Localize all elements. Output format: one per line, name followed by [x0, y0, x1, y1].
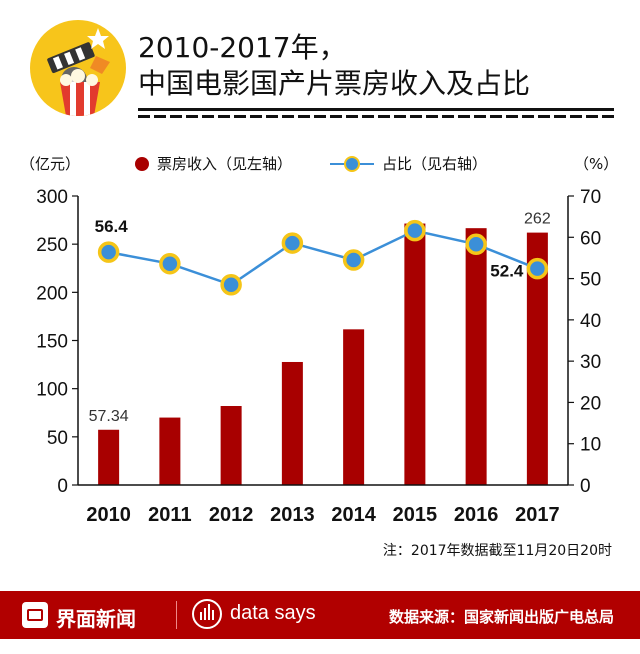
jiemian-logo-icon	[22, 602, 48, 628]
left-tick-label: 0	[57, 476, 68, 497]
left-tick-label: 200	[36, 283, 68, 304]
bar-2013	[281, 361, 303, 485]
legend-bar-swatch	[135, 156, 149, 171]
legend: 票房收入（见左轴） 占比（见右轴）	[0, 150, 640, 176]
x-tick-label-2015: 2015	[393, 504, 438, 526]
share-point-2017	[526, 257, 549, 280]
chart-title: 2010-2017年， 中国电影国产片票房收入及占比	[138, 30, 530, 102]
share-point-2014	[342, 249, 365, 271]
bar-data-label-2010: 57.34	[89, 408, 129, 425]
bar-2017	[526, 232, 548, 485]
share-point-2013	[281, 232, 304, 254]
right-tick-label: 10	[580, 435, 601, 456]
right-tick-label: 40	[580, 311, 601, 332]
line-series	[97, 219, 549, 296]
bar-data-label-2017: 262	[524, 211, 551, 228]
share-point-2016	[465, 233, 487, 256]
data-source: 数据来源：国家新闻出版广电总局	[388, 608, 614, 626]
title-line-2: 中国电影国产片票房收入及占比	[138, 67, 531, 100]
bar-series	[98, 223, 548, 485]
left-tick-label: 100	[36, 380, 68, 401]
bar-2010	[98, 429, 120, 485]
footnote: 注：2017年数据截至11月20日20时	[382, 543, 612, 559]
bar-2014	[343, 329, 365, 485]
right-tick-label: 60	[580, 228, 601, 249]
title-rule	[138, 108, 614, 111]
right-tick-label: 70	[580, 187, 601, 208]
bar-2011	[159, 417, 181, 485]
data-says-label: data says	[230, 602, 316, 624]
x-tick-label-2017: 2017	[515, 504, 560, 526]
legend-bar-label: 票房收入（见左轴）	[157, 155, 293, 173]
brand-name: 界面新闻	[56, 607, 136, 631]
data-says-icon	[192, 599, 222, 629]
title-dashed-rule	[138, 115, 614, 118]
legend-line-swatch	[330, 155, 374, 172]
legend-item-line: 占比（见右轴）	[330, 153, 487, 174]
right-tick-label: 30	[580, 352, 601, 373]
bottom-strip	[0, 639, 640, 654]
left-tick-label: 250	[36, 235, 68, 256]
left-tick-label: 50	[47, 428, 68, 449]
right-tick-label: 20	[580, 393, 601, 414]
footer-bar: 界面新闻 data says 数据来源：国家新闻出版广电总局	[0, 591, 640, 639]
x-tick-label-2013: 2013	[270, 504, 315, 526]
x-tick-label-2011: 2011	[148, 504, 191, 526]
line-data-label-2017: 52.4	[490, 262, 524, 281]
x-tick-label-2012: 2012	[209, 504, 254, 526]
right-axis-unit: （%）	[574, 155, 619, 173]
bar-2012	[220, 406, 242, 485]
title-line-1: 2010-2017年，	[138, 31, 347, 64]
bar-2016	[465, 228, 487, 485]
line-data-label-2010: 56.4	[95, 217, 129, 236]
left-tick-label: 300	[36, 187, 68, 208]
x-tick-label-2014: 2014	[331, 504, 376, 526]
right-axis: 0 10 20 30 40 50 60 70	[567, 187, 601, 497]
left-axis: 0 50 100 150 200 250 300	[36, 187, 79, 497]
left-tick-label: 150	[36, 332, 68, 353]
footer-divider	[176, 601, 177, 629]
share-point-2012	[220, 274, 242, 296]
right-tick-label: 0	[580, 476, 591, 497]
x-tick-label-2010: 2010	[86, 504, 131, 526]
left-axis-unit: （亿元）	[20, 155, 81, 173]
legend-line-label: 占比（见右轴）	[382, 155, 488, 173]
share-point-2011	[159, 252, 181, 275]
bar-2015	[404, 223, 426, 485]
header: 2010-2017年， 中国电影国产片票房收入及占比	[0, 0, 640, 140]
x-axis: 2010 2011 2012 2013 2014 2015 2016 2017	[78, 484, 568, 526]
x-tick-label-2016: 2016	[454, 504, 499, 526]
film-popcorn-icon	[30, 20, 126, 116]
share-point-2010	[97, 241, 120, 263]
data-labels: 57.34 262 56.4 52.4	[89, 211, 551, 425]
right-tick-label: 50	[580, 270, 601, 291]
share-point-2015	[404, 219, 426, 242]
legend-item-bar: 票房收入（见左轴）	[135, 153, 292, 174]
